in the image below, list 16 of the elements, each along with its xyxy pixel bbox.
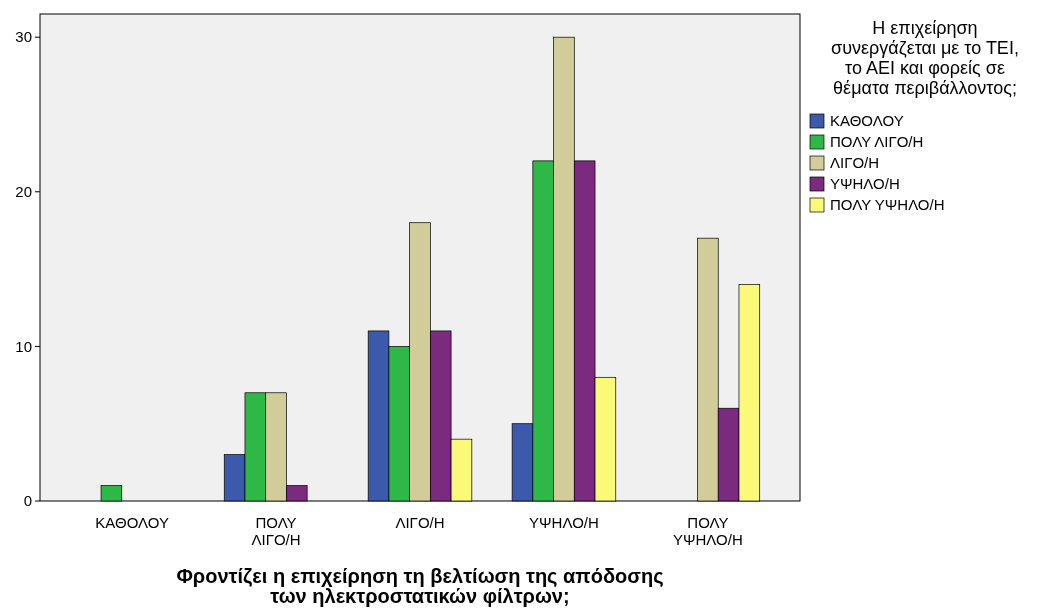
legend-title: Η επιχείρηση συνεργάζεται με το ΤΕΙ, το ΑΕΙ και φορείς σε θέματα περιβάλλοντος;	[831, 18, 1019, 98]
legend-label: ΛΙΓΟ/Η	[830, 154, 880, 172]
x-tick-label: ΚΑΘΟΛΟΥ	[95, 514, 169, 531]
legend-label: ΠΟΛΥ ΛΙΓΟ/Η	[830, 133, 924, 151]
y-tick-label: 0	[23, 492, 32, 510]
legend-label: ΠΟΛΥ ΥΨΗΛΟ/Η	[830, 196, 945, 214]
x-tick-label: ΛΙΓΟ/Η	[395, 514, 445, 531]
legend-label: ΚΑΘΟΛΟΥ	[830, 112, 904, 130]
x-tick-label: ΠΟΛΥ ΛΙΓΟ/Η	[251, 514, 301, 548]
y-tick-label: 20	[15, 183, 32, 201]
legend-label: ΥΨΗΛΟ/Η	[830, 175, 900, 193]
x-axis-title: Φροντίζει η επιχείρηση τη βελτίωση της απόδοσης των ηλεκτροστατικών φίλτρων;	[176, 565, 664, 607]
y-tick-label: 30	[15, 28, 32, 46]
x-tick-label: ΥΨΗΛΟ/Η	[529, 514, 599, 531]
x-tick-label: ΠΟΛΥ ΥΨΗΛΟ/Η	[673, 514, 743, 548]
y-tick-label: 10	[15, 337, 32, 355]
